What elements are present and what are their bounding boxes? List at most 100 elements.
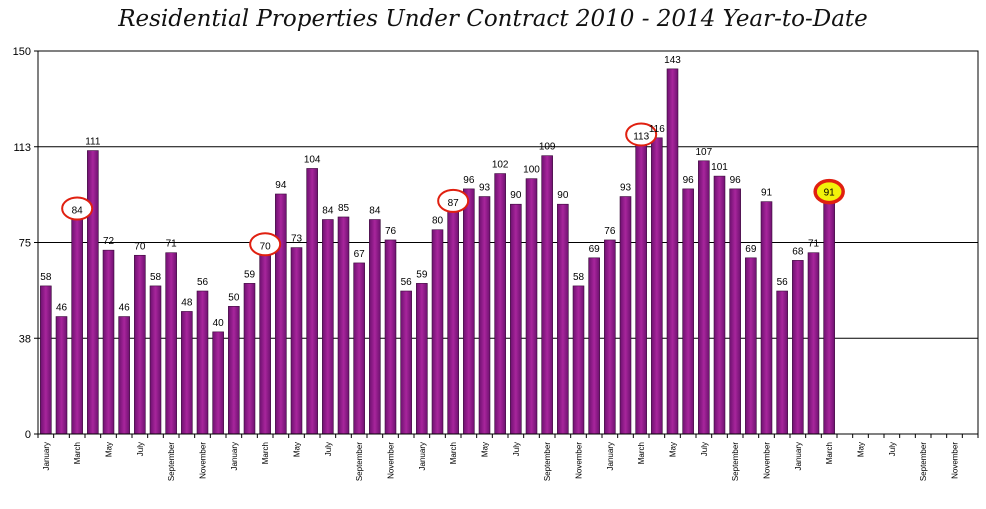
bar — [447, 211, 459, 435]
data-label: 116 — [649, 124, 665, 135]
bar — [541, 155, 553, 435]
bar — [792, 260, 804, 435]
x-tick-label: September — [355, 442, 364, 481]
bar — [196, 290, 209, 435]
bar — [165, 252, 177, 435]
bar — [416, 283, 428, 435]
axes: 0 38 75 113 150 January March May July September N… — [13, 46, 979, 481]
data-label: 70 — [260, 241, 272, 252]
data-label: 76 — [604, 226, 616, 237]
data-label: 91 — [761, 188, 773, 199]
x-tick-label: May — [669, 442, 678, 457]
bar — [369, 219, 381, 435]
x-tick-label: September — [543, 442, 552, 481]
data-label: 84 — [369, 206, 381, 217]
x-tick-label: November — [951, 442, 960, 479]
x-tick-label: March — [825, 442, 834, 464]
data-label: 73 — [291, 234, 303, 245]
bar — [604, 239, 616, 435]
gridlines — [38, 146, 978, 339]
bar — [776, 290, 788, 435]
data-label: 46 — [56, 303, 68, 314]
data-label: 48 — [181, 297, 193, 308]
data-label: 96 — [683, 175, 695, 186]
bar — [588, 257, 600, 435]
annotation-circle — [61, 196, 94, 221]
data-label: 107 — [695, 147, 712, 158]
x-tick-label: January — [418, 442, 427, 470]
x-tick-label: November — [387, 442, 396, 479]
annotation-circle — [249, 232, 282, 257]
data-label: 102 — [492, 160, 509, 171]
bar — [212, 331, 224, 435]
data-label: 94 — [275, 180, 287, 191]
data-label: 59 — [244, 269, 256, 280]
data-label: 84 — [72, 206, 84, 217]
bar — [666, 68, 679, 435]
y-tick-label: 75 — [19, 238, 31, 250]
bar — [275, 193, 287, 435]
x-tick-label: November — [575, 442, 584, 479]
data-label: 90 — [557, 190, 569, 201]
bar — [118, 316, 130, 435]
bar — [807, 252, 820, 435]
bar — [525, 178, 538, 435]
data-label: 80 — [432, 216, 444, 227]
bar — [181, 311, 193, 435]
data-label: 143 — [664, 55, 681, 66]
data-label: 96 — [463, 175, 475, 186]
x-tick-label: January — [606, 442, 615, 470]
highlight-circle — [813, 178, 845, 205]
bar — [40, 285, 52, 435]
x-tick-label: March — [637, 442, 646, 464]
bar — [102, 249, 115, 435]
bar — [698, 160, 710, 435]
annotation-circle — [437, 188, 470, 213]
x-tick-label: May — [293, 442, 302, 457]
bar — [713, 175, 726, 435]
x-tick-label: November — [199, 442, 208, 479]
data-label: 91 — [824, 188, 836, 199]
x-tick-label: July — [700, 442, 709, 456]
x-tick-label: September — [731, 442, 740, 481]
bar — [322, 219, 334, 435]
x-tick-label: July — [888, 442, 897, 456]
chart-title: Residential Properties Under Contract 20… — [118, 6, 868, 32]
data-labels: 58 46 84 111 72 46 70 58 71 48 56 40 50 59 70 94 73 104 84… — [40, 55, 845, 329]
data-label: 67 — [354, 249, 366, 260]
data-label: 68 — [792, 246, 804, 257]
bar — [557, 203, 569, 435]
data-label: 56 — [197, 277, 209, 288]
data-label: 50 — [228, 292, 240, 303]
data-label: 69 — [745, 244, 757, 255]
bars — [40, 68, 835, 435]
bar — [729, 188, 741, 435]
bar — [431, 229, 444, 435]
bar — [463, 188, 475, 435]
data-label: 111 — [85, 137, 101, 148]
data-label: 58 — [150, 272, 162, 283]
bar — [510, 203, 522, 435]
data-label: 71 — [166, 239, 178, 250]
bar — [745, 257, 757, 435]
y-tick-label: 150 — [13, 46, 31, 58]
bar — [682, 188, 694, 435]
data-label: 56 — [777, 277, 789, 288]
annotation-circle — [625, 122, 658, 147]
x-tick-label: November — [763, 442, 772, 479]
data-label: 101 — [711, 162, 728, 173]
bar — [87, 150, 99, 435]
data-label: 104 — [304, 154, 321, 165]
x-tick-label: January — [794, 442, 803, 470]
data-label: 69 — [589, 244, 601, 255]
data-label: 84 — [322, 206, 334, 217]
bar — [243, 283, 256, 435]
bar — [635, 145, 647, 435]
x-tick-label: May — [105, 442, 114, 457]
bar — [290, 247, 303, 435]
bar — [228, 306, 240, 435]
bar — [55, 316, 68, 435]
data-label: 72 — [103, 236, 115, 247]
y-tick-label: 38 — [19, 333, 31, 345]
x-tick-label: May — [857, 442, 866, 457]
